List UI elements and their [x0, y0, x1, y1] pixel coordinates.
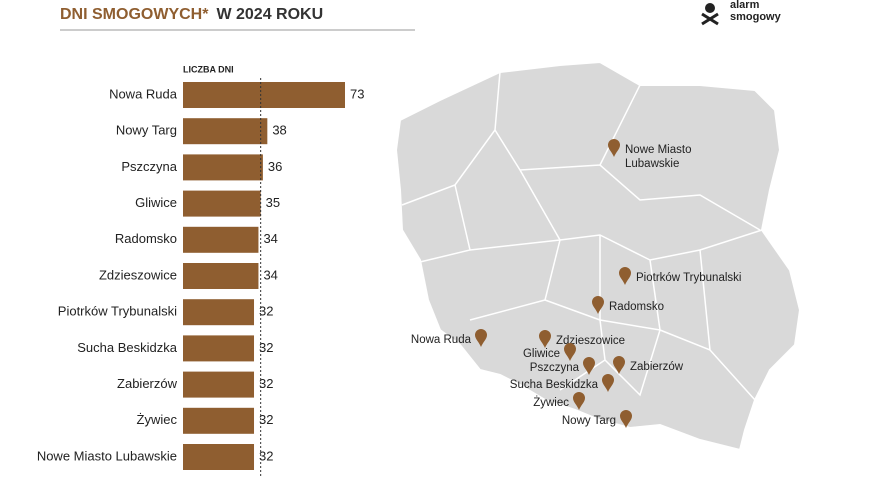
poland-outline: [394, 60, 802, 452]
logo-icon: [705, 3, 715, 13]
axis-label: LICZBA DNI: [183, 64, 234, 74]
value-label: 32: [259, 340, 273, 355]
map: Nowe Miasto Lubawskie Piotrków Trybunalski…: [394, 60, 802, 452]
category-label: Radomsko: [115, 231, 177, 246]
place-label: Pszczyna: [530, 362, 580, 374]
title: DNI SMOGOWYCH* W 2024 ROKU: [60, 6, 323, 23]
place-label: Nowe Miasto: [625, 144, 691, 156]
value-label: 35: [266, 195, 280, 210]
bar: [183, 371, 255, 398]
place-label: Lubawskie: [625, 158, 679, 170]
place-label: Radomsko: [609, 301, 664, 313]
map-pin: [475, 329, 487, 347]
title-highlight: DNI SMOGOWYCH*: [60, 6, 209, 23]
place-label: Zabierzów: [630, 361, 684, 373]
bar: [183, 154, 263, 181]
map-pin: [573, 392, 585, 410]
value-label: 73: [350, 86, 364, 101]
logo: alarm smogowy: [701, 0, 782, 26]
logo-icon: [701, 12, 719, 26]
logo-text: smogowy: [730, 11, 782, 23]
logo-text: alarm: [730, 0, 760, 11]
category-label: Żywiec: [137, 412, 178, 427]
category-label: Sucha Beskidzka: [77, 340, 177, 355]
value-label: 32: [259, 448, 273, 463]
title-rest: W 2024 ROKU: [216, 6, 323, 23]
value-label: 38: [272, 123, 286, 138]
map-pin: [583, 357, 595, 375]
category-label: Piotrków Trybunalski: [58, 304, 177, 319]
bar: [183, 82, 345, 108]
category-label: Nowe Miasto Lubawskie: [37, 448, 177, 463]
value-label: 32: [259, 376, 273, 391]
place-label: Żywiec: [533, 396, 569, 409]
place-label: Gliwice: [523, 348, 560, 360]
place-label: Nowy Targ: [562, 415, 616, 427]
place-label: Sucha Beskidzka: [510, 379, 599, 391]
map-pin: [539, 330, 551, 348]
bar: [183, 226, 259, 253]
place-label: Piotrków Trybunalski: [636, 272, 741, 284]
bar: [183, 190, 261, 217]
bar: [183, 407, 255, 434]
map-pin: [608, 139, 620, 157]
map-pin: [602, 374, 614, 392]
bar: [183, 444, 255, 470]
category-label: Nowa Ruda: [109, 86, 178, 101]
category-label: Zdzieszowice: [99, 267, 177, 282]
value-label: 32: [259, 304, 273, 319]
map-pin: [620, 410, 632, 428]
bar: [183, 263, 259, 289]
value-label: 36: [268, 159, 282, 174]
place-label: Nowa Ruda: [411, 334, 472, 346]
map-pin: [592, 296, 604, 314]
value-label: 34: [263, 231, 277, 246]
bar: [183, 299, 255, 326]
bar: [183, 335, 255, 362]
map-pin: [619, 267, 631, 285]
bar: [183, 118, 268, 145]
value-label: 32: [259, 412, 273, 427]
map-pin: [613, 356, 625, 374]
category-label: Zabierzów: [117, 376, 178, 391]
value-label: 34: [263, 267, 277, 282]
map-pin: [564, 343, 576, 361]
category-label: Nowy Targ: [116, 123, 177, 138]
category-label: Pszczyna: [121, 159, 177, 174]
region-borders: [401, 71, 763, 401]
category-label: Gliwice: [135, 195, 177, 210]
